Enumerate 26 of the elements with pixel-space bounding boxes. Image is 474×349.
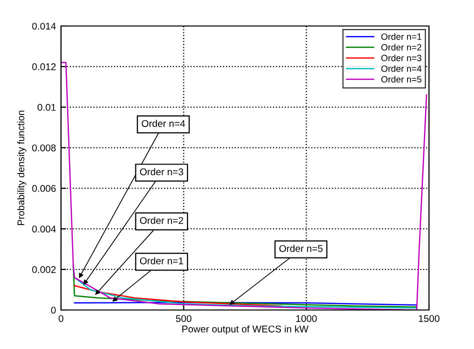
legend-label: Order n=4: [381, 65, 422, 72]
annotation: Order n=5: [279, 244, 323, 252]
x-axis-title: Power output of WECS in kW: [182, 325, 308, 334]
y-tick-label: 0.01: [38, 104, 56, 111]
annotation: Order n=4: [142, 120, 186, 127]
y-tick-label: 0.014: [32, 22, 56, 30]
y-tick-label: 0.004: [32, 226, 56, 232]
legend-label: Order n=1: [381, 33, 422, 40]
x-tick-label: 500: [176, 315, 192, 322]
legend-label: Order n=3: [381, 54, 422, 62]
y-tick-label: 0.008: [32, 144, 56, 152]
y-axis-title: Probability density function: [17, 110, 26, 226]
annotation: Order n=3: [140, 168, 184, 176]
y-tick-label: 0.012: [32, 63, 56, 70]
y-tick-label: 0.006: [32, 185, 56, 192]
x-tick-label: 1500: [418, 315, 440, 322]
x-tick-label: 0: [58, 315, 64, 322]
legend-label: Order n=5: [381, 76, 422, 83]
legend-label: Order n=2: [381, 44, 422, 51]
annotation: Order n=2: [140, 216, 184, 224]
y-tick-label: 0: [51, 306, 56, 314]
line-series: [61, 62, 428, 310]
y-tick-label: 0.002: [32, 266, 56, 274]
line-series: [74, 285, 282, 307]
annotation: Order n=1: [140, 257, 184, 264]
x-tick-label: 1000: [296, 315, 317, 322]
